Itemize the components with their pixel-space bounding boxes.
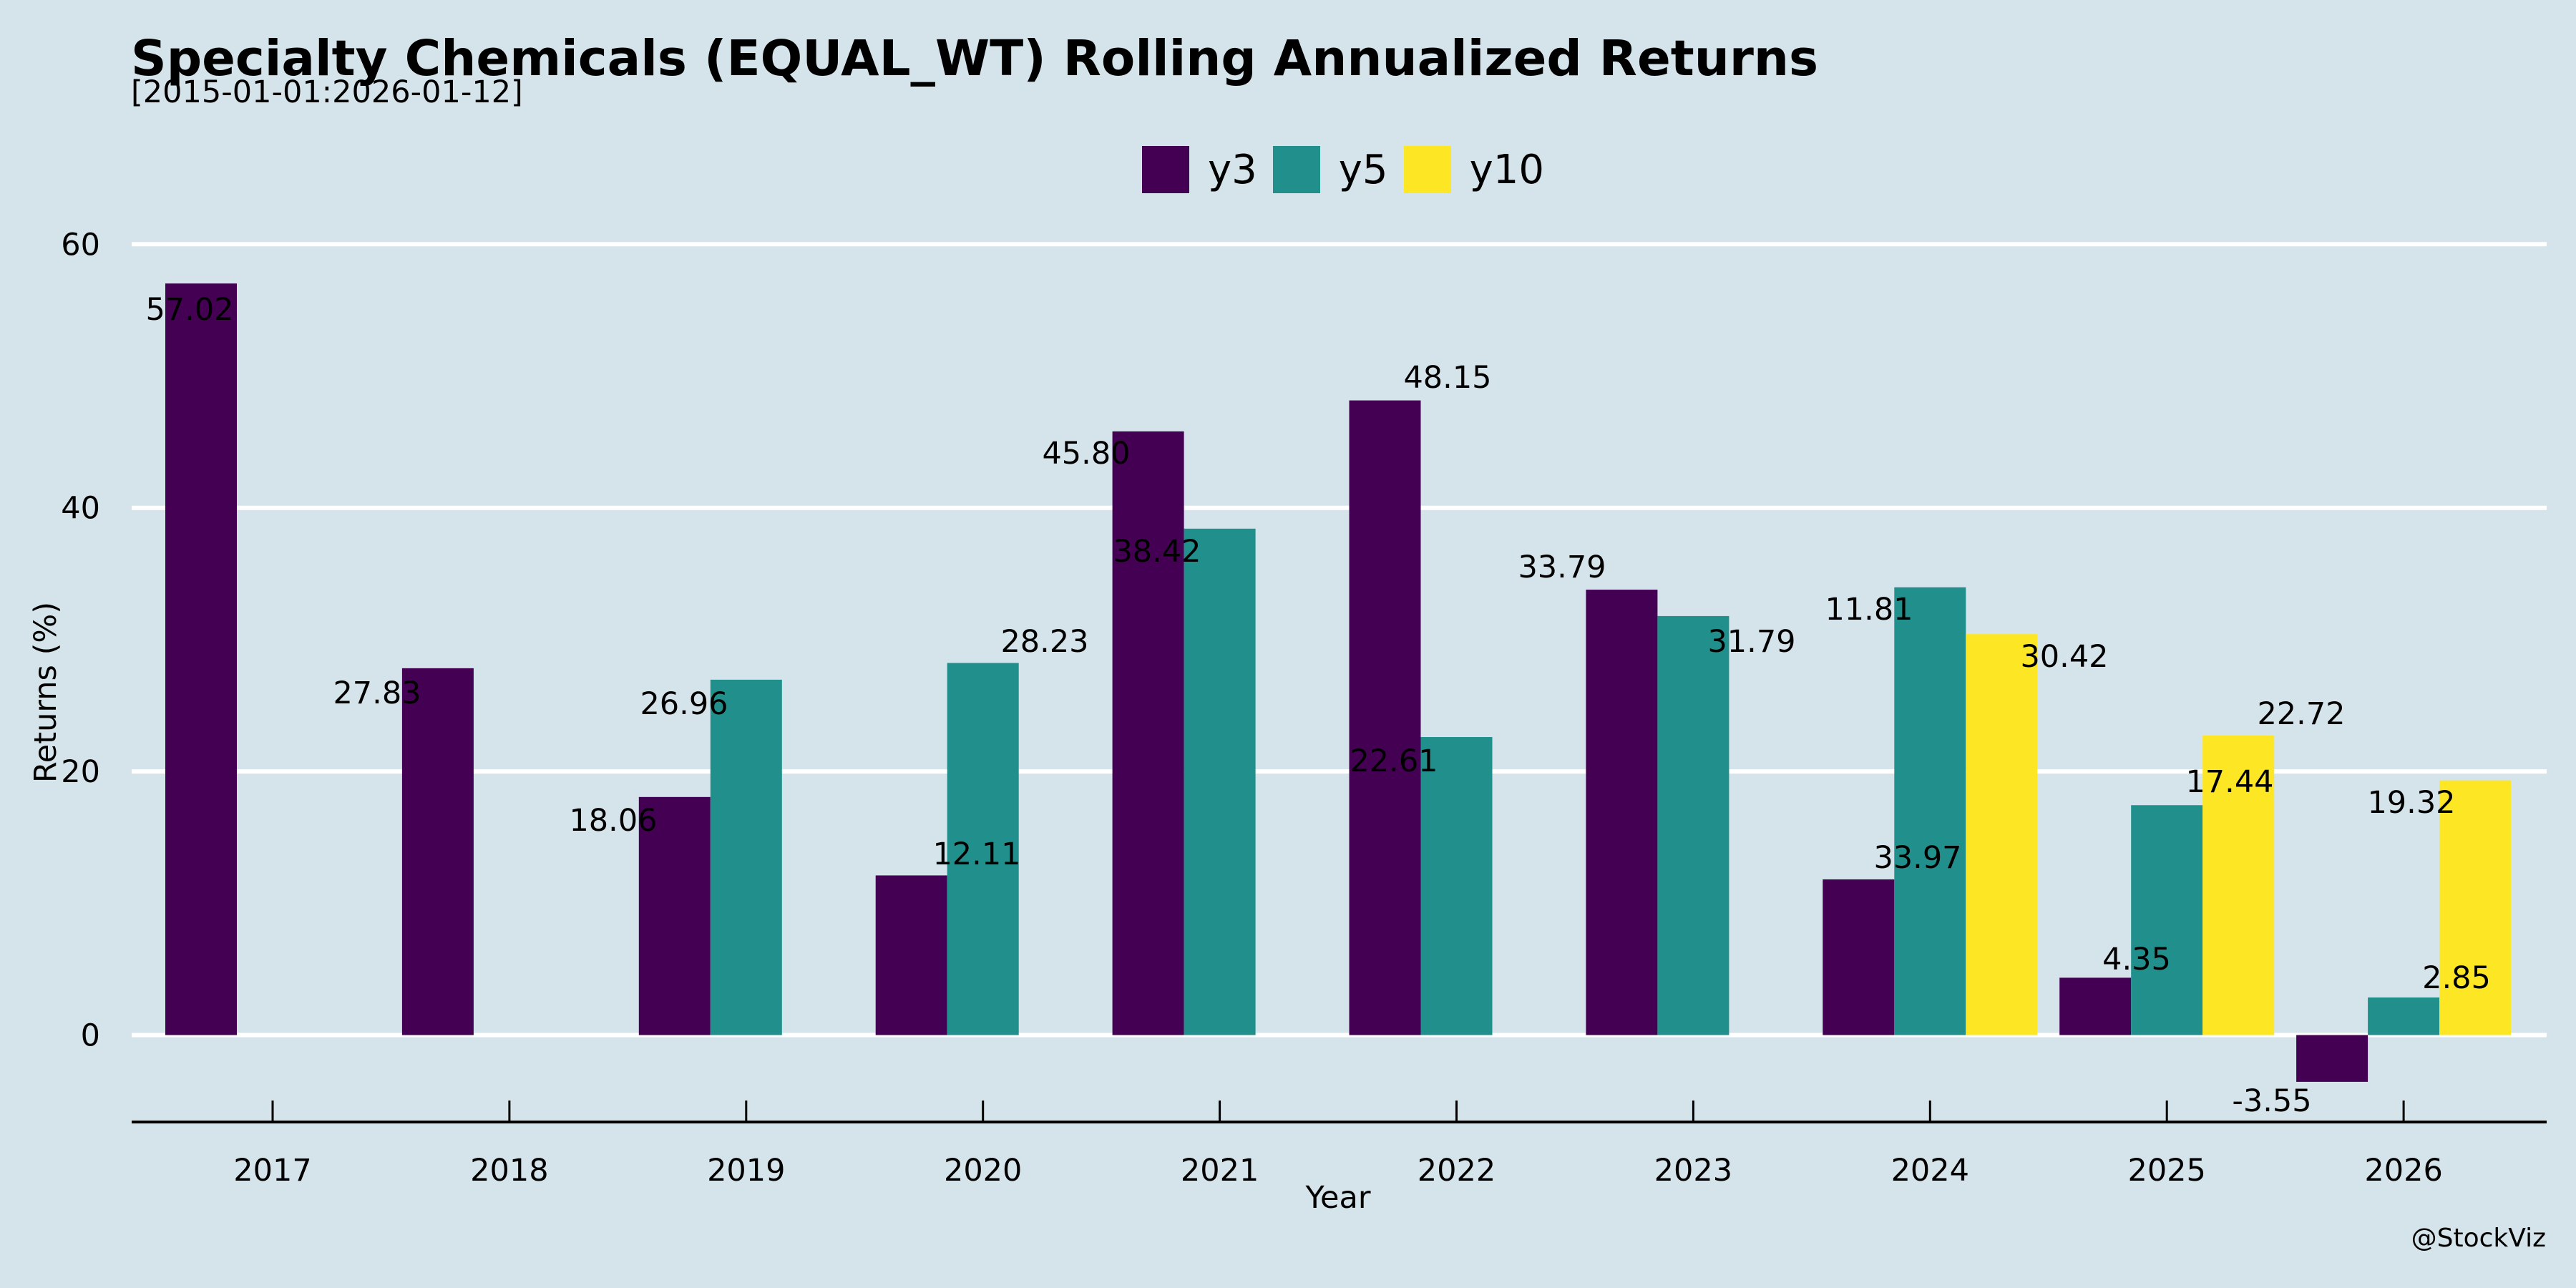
data-label-y3-2017: 57.02 xyxy=(145,292,233,328)
legend-item-y10: y10 xyxy=(1403,146,1544,193)
x-tick-label: 2018 xyxy=(470,1153,548,1189)
chart-title: Specialty Chemicals (EQUAL_WT) Rolling A… xyxy=(131,30,1819,87)
x-tick-label: 2023 xyxy=(1654,1153,1732,1189)
data-label-y5-2025: 17.44 xyxy=(2185,764,2273,800)
bar-y3-2021 xyxy=(1112,431,1184,1035)
legend-item-y3: y3 xyxy=(1142,146,1257,193)
data-label-y10-2025: 22.72 xyxy=(2257,696,2345,732)
data-label-y5-2024: 33.97 xyxy=(1873,840,1961,876)
y-tick-label: 60 xyxy=(61,227,100,263)
bar-y3-2018 xyxy=(401,668,474,1035)
x-tick-label: 2026 xyxy=(2364,1153,2442,1189)
legend-swatch-y5 xyxy=(1272,146,1320,193)
bar-y5-2022 xyxy=(1420,737,1493,1035)
data-label-y3-2025: 4.35 xyxy=(2102,942,2171,977)
bar-y5-2020 xyxy=(947,663,1019,1035)
bar-y3-2017 xyxy=(165,283,237,1035)
legend-swatch-y3 xyxy=(1142,146,1189,193)
bar-y10-2026 xyxy=(2439,780,2512,1035)
bar-y5-2025 xyxy=(2131,805,2203,1035)
x-tick-label: 2019 xyxy=(707,1153,785,1189)
y-tick-label: 20 xyxy=(61,754,100,790)
bar-y3-2024 xyxy=(1823,879,1895,1035)
x-axis-label: Year xyxy=(1304,1180,1370,1216)
legend-label-y10: y10 xyxy=(1469,146,1544,193)
y-tick-label: 0 xyxy=(81,1018,100,1054)
data-label-y3-2019: 18.06 xyxy=(569,803,657,839)
bar-y3-2026 xyxy=(2296,1035,2368,1082)
bar-y5-2023 xyxy=(1657,615,1729,1035)
bar-y3-2020 xyxy=(875,875,947,1035)
bar-y3-2022 xyxy=(1349,400,1421,1035)
watermark: @StockViz xyxy=(2411,1224,2546,1253)
bar-y3-2023 xyxy=(1586,590,1658,1035)
bar-y3-2019 xyxy=(638,796,711,1035)
bar-y5-2026 xyxy=(2368,997,2440,1035)
bar-y10-2025 xyxy=(2202,735,2275,1035)
bar-y3-2025 xyxy=(2059,977,2132,1035)
data-label-y3-2018: 27.83 xyxy=(333,675,421,711)
data-label-y3-2023: 33.79 xyxy=(1518,550,1606,585)
data-label-y5-2023: 31.79 xyxy=(1707,624,1795,660)
bar-y10-2024 xyxy=(1966,634,2038,1035)
legend-item-y5: y5 xyxy=(1272,146,1388,193)
x-tick-label: 2024 xyxy=(1891,1153,1969,1189)
data-label-y5-2020: 28.23 xyxy=(1000,624,1088,660)
x-tick-label: 2017 xyxy=(233,1153,311,1189)
data-label-y5-2021: 38.42 xyxy=(1113,534,1201,570)
bar-y5-2019 xyxy=(710,679,782,1035)
legend-label-y3: y3 xyxy=(1208,146,1257,193)
data-label-y10-2024: 30.42 xyxy=(2020,639,2108,675)
legend-label-y5: y5 xyxy=(1338,146,1388,193)
data-label-y5-2026: 2.85 xyxy=(2422,960,2491,996)
data-label-y5-2019: 26.96 xyxy=(640,686,728,722)
bar-y5-2024 xyxy=(1894,587,1966,1035)
legend: y3 y5 y10 xyxy=(1142,146,1560,193)
data-label-y3-2020: 12.11 xyxy=(932,836,1020,872)
y-tick-label: 40 xyxy=(61,491,100,527)
data-label-y10-2026: 19.32 xyxy=(2367,785,2455,821)
y-axis-label: Returns (%) xyxy=(28,602,64,783)
data-label-y3-2024: 11.81 xyxy=(1825,592,1913,628)
x-tick-label: 2022 xyxy=(1418,1153,1496,1189)
data-label-y3-2026: -3.55 xyxy=(2232,1083,2311,1119)
data-label-y3-2021: 45.80 xyxy=(1042,436,1130,472)
bar-y5-2021 xyxy=(1184,528,1256,1035)
x-tick-label: 2020 xyxy=(944,1153,1022,1189)
chart-subtitle: [2015-01-01:2026-01-12] xyxy=(131,74,523,110)
legend-swatch-y10 xyxy=(1403,146,1451,193)
data-label-y5-2022: 22.61 xyxy=(1350,743,1438,779)
x-tick-label: 2021 xyxy=(1181,1153,1259,1189)
data-label-y3-2022: 48.15 xyxy=(1403,360,1491,396)
x-tick-label: 2025 xyxy=(2127,1153,2205,1189)
